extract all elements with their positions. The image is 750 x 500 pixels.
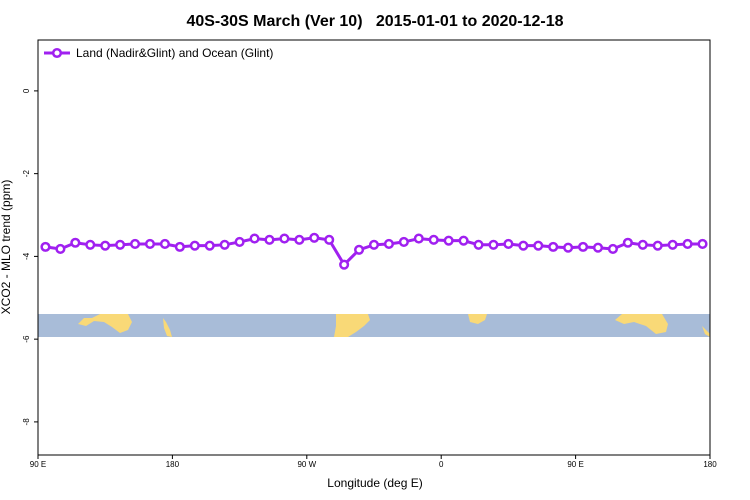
legend-marker [51, 47, 63, 59]
point [697, 238, 708, 250]
point [249, 233, 260, 244]
point [55, 243, 66, 254]
map-strip [38, 314, 710, 337]
x-tick-label: 180 [166, 460, 180, 469]
point [204, 240, 215, 251]
point [115, 239, 126, 250]
point [548, 241, 559, 252]
point [354, 244, 365, 255]
x-tick-label: 90 E [567, 460, 583, 469]
point [219, 239, 230, 250]
point [368, 239, 380, 250]
point [130, 238, 141, 250]
point [40, 241, 51, 252]
point [458, 235, 469, 246]
chart-title: 40S-30S March (Ver 10) 2015-01-01 to 202… [186, 13, 563, 30]
point [533, 240, 544, 251]
plot-frame [37, 39, 711, 456]
point [518, 240, 529, 251]
point [70, 237, 81, 248]
y-tick-label: -4 [22, 252, 31, 260]
point [264, 234, 275, 245]
legend-label: Land (Nadir&Glint) and Ocean (Glint) [76, 46, 273, 60]
point [607, 243, 618, 254]
point [503, 238, 514, 250]
x-tick-label: 180 [703, 460, 717, 469]
point [144, 238, 156, 250]
y-tick-label: -2 [22, 170, 31, 178]
point [383, 238, 394, 250]
point [682, 238, 693, 250]
x-axis-label: Longitude (deg E) [327, 476, 422, 490]
y-axis-label: XCO2 - MLO trend (ppm) [0, 180, 13, 315]
point [309, 232, 320, 243]
point [159, 238, 170, 250]
point [294, 234, 305, 245]
point [488, 239, 499, 250]
point [592, 242, 604, 253]
point [443, 235, 454, 246]
point [622, 237, 633, 248]
y-tick-label: 0 [22, 88, 31, 93]
point [428, 234, 439, 245]
point [473, 239, 484, 250]
point [637, 239, 648, 250]
point [652, 240, 663, 251]
point [234, 236, 245, 247]
point [578, 241, 589, 252]
point [563, 242, 574, 253]
point [100, 240, 111, 251]
point [324, 234, 335, 245]
point [85, 239, 96, 250]
point [174, 241, 185, 252]
point [398, 236, 409, 247]
point [413, 233, 424, 244]
y-tick-label: -6 [22, 335, 31, 343]
point [667, 239, 678, 250]
x-tick-label: 90 E [30, 460, 46, 469]
x-tick-label: 0 [439, 460, 444, 469]
y-tick-label: -8 [22, 418, 31, 426]
point [189, 240, 200, 251]
point [279, 233, 290, 244]
x-tick-label: 90 W [297, 460, 316, 469]
point [339, 259, 350, 270]
